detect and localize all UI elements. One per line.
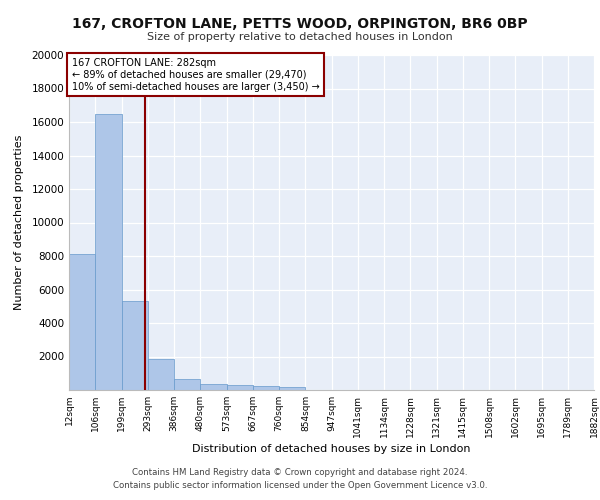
Bar (95, 114, 121, 390)
Text: 167 CROFTON LANE: 282sqm
← 89% of detached houses are smaller (29,470)
10% of se: 167 CROFTON LANE: 282sqm ← 89% of detach… (71, 58, 319, 92)
Bar (121, 301, 148, 390)
Bar (69, 254, 95, 390)
X-axis label: Distribution of detached houses by size in London: Distribution of detached houses by size … (192, 444, 471, 454)
Y-axis label: Number of detached properties: Number of detached properties (14, 135, 25, 310)
Bar (200, 384, 227, 390)
Text: Size of property relative to detached houses in London: Size of property relative to detached ho… (147, 32, 453, 42)
Bar (227, 386, 253, 390)
Text: 167, CROFTON LANE, PETTS WOOD, ORPINGTON, BR6 0BP: 167, CROFTON LANE, PETTS WOOD, ORPINGTON… (72, 18, 528, 32)
Text: Contains HM Land Registry data © Crown copyright and database right 2024.: Contains HM Land Registry data © Crown c… (132, 468, 468, 477)
Text: Contains public sector information licensed under the Open Government Licence v3: Contains public sector information licen… (113, 480, 487, 490)
Bar (279, 386, 305, 390)
Bar (174, 378, 200, 390)
Bar (253, 386, 279, 390)
Bar (148, 359, 174, 390)
